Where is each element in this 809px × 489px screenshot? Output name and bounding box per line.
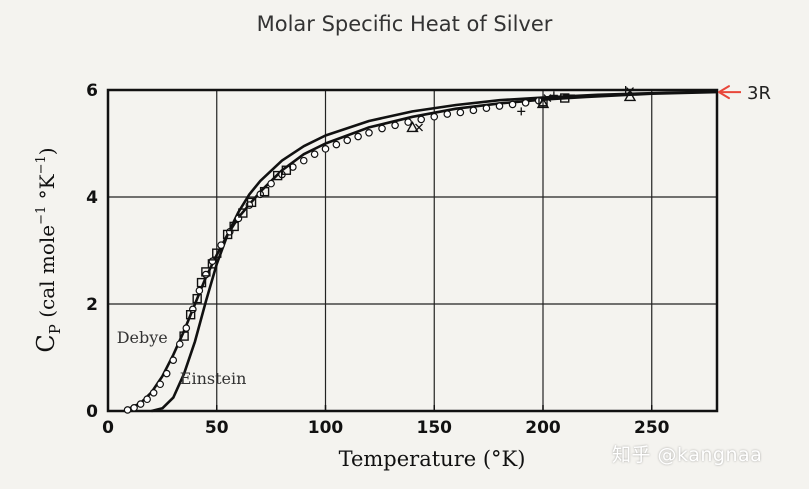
data-point-circle [391, 121, 399, 130]
data-point-circle [378, 124, 386, 133]
data-point-square [272, 170, 283, 181]
data-point-circle [343, 136, 352, 145]
y-label-end: ) [35, 147, 59, 155]
data-point-circle [267, 179, 275, 188]
data-point-circle [354, 132, 362, 141]
data-point-circle [156, 380, 165, 389]
chart-title: Molar Specific Heat of Silver [256, 12, 553, 36]
annotation-3r: 3R [747, 83, 771, 104]
data-point-circle [182, 324, 191, 332]
data-point-triangle [406, 121, 419, 133]
data-point-circle [495, 102, 504, 110]
data-point-circle [482, 104, 491, 112]
data-point-circle [143, 395, 151, 404]
data-point-plus [621, 86, 630, 94]
data-point-circle [123, 406, 132, 414]
y-label-rest: (cal mole [35, 225, 59, 324]
watermark: 知乎 @kangnaa [612, 444, 763, 466]
data-point-circle [469, 106, 478, 115]
data-point-square [196, 277, 207, 288]
data-point-cross [626, 87, 634, 96]
data-point-plus [549, 91, 558, 100]
data-point-square [259, 186, 270, 197]
data-point-square [229, 221, 239, 232]
data-point-triangle [536, 96, 550, 109]
asymptote-arrow-head [718, 85, 730, 100]
data-point-square [179, 331, 189, 341]
y-label-main: C [32, 334, 60, 352]
data-point-circle [208, 257, 217, 266]
data-point-square [207, 259, 218, 269]
x-tick-label: 200 [525, 418, 561, 438]
data-point-square [201, 267, 211, 277]
data-point-square [246, 197, 257, 208]
data-point-square [212, 248, 222, 258]
x-tick-label: 100 [308, 418, 344, 438]
data-point-circle [217, 241, 225, 249]
data-point-circle [443, 110, 452, 118]
y-label-sup2: −1 [34, 155, 49, 174]
annotation-einstein: Einstein [180, 369, 247, 388]
data-point-circle [321, 145, 330, 153]
labels: Debye Einstein 3R [117, 83, 771, 388]
data-point-circle [456, 108, 465, 117]
y-axis-label: CP (cal mole−1 °K−1) [32, 147, 64, 352]
ticks: 0 50 100 150 200 250 0 2 4 6 [86, 81, 670, 438]
series-lines [129, 90, 718, 413]
data-point-circle [202, 270, 210, 279]
data-point-circle [508, 100, 517, 109]
data-point-cross [415, 123, 423, 132]
data-point-circle [299, 156, 308, 165]
y-tick-label: 2 [86, 295, 98, 315]
data-point-square [222, 229, 233, 240]
annotation-debye: Debye [117, 328, 168, 347]
y-label-mid: °K [35, 173, 59, 205]
x-tick-label: 250 [634, 418, 670, 438]
data-point-circle [162, 369, 171, 378]
y-label-sub: P [46, 324, 64, 334]
plot-frame [106, 88, 719, 413]
data-point-circle [310, 150, 319, 159]
data-point-square [560, 93, 570, 103]
data-point-circle [169, 356, 178, 364]
data-point-triangle [623, 89, 637, 102]
y-tick-label: 6 [86, 81, 98, 101]
grid [108, 90, 717, 411]
data-point-circle [136, 400, 145, 408]
data-point-circle [149, 389, 158, 397]
x-axis-label: Temperature (°K) [339, 447, 526, 471]
x-tick-label: 150 [417, 418, 453, 438]
y-tick-label: 4 [86, 188, 98, 208]
data-point-circle [175, 340, 184, 348]
x-tick-label: 0 [102, 418, 114, 438]
x-tick-label: 50 [205, 418, 229, 438]
series-einstein-line [151, 90, 718, 413]
data-point-square [192, 293, 202, 304]
data-point-cross [543, 94, 552, 102]
data-point-square [281, 165, 292, 175]
y-tick-label: 0 [86, 402, 98, 422]
data-point-circle [521, 99, 530, 107]
data-point-circle [365, 129, 373, 137]
data-point-circle [430, 112, 439, 121]
data-point-square [185, 310, 196, 320]
data-point-square [238, 208, 248, 218]
data-point-circle [130, 403, 138, 412]
data-point-circle [417, 115, 426, 124]
data-point-plus [517, 107, 526, 116]
series-debye-line [129, 90, 718, 410]
data-point-circle [404, 118, 412, 126]
data-point-circle [195, 286, 204, 295]
y-label-sup1: −1 [34, 206, 49, 225]
data-markers [123, 86, 637, 414]
data-point-circle [332, 140, 341, 149]
